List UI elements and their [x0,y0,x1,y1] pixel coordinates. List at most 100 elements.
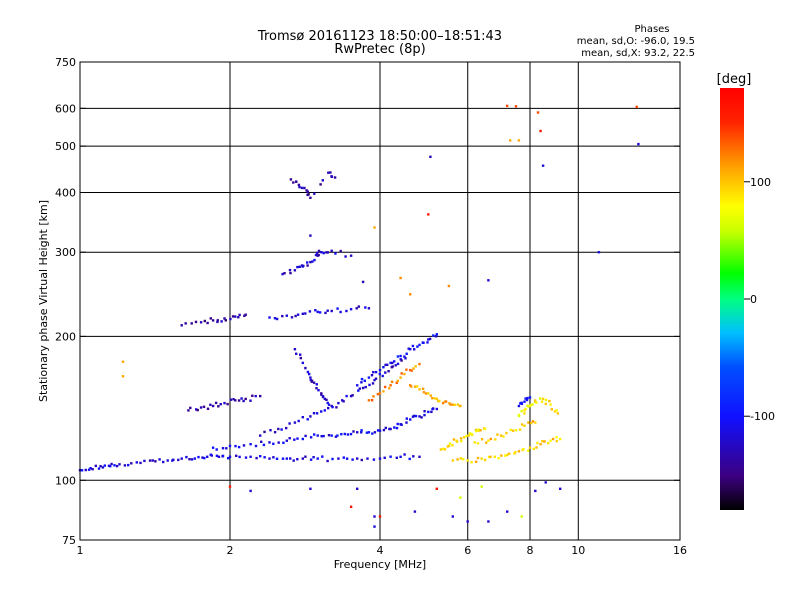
trace-point [339,249,342,253]
trace-point [418,455,421,458]
trace-point [259,455,262,458]
trace-point [434,335,438,338]
trace-point [378,429,382,432]
trace-point [310,380,313,383]
trace-point [127,463,130,467]
trace-point [465,434,468,438]
trace-point [489,437,492,441]
trace-point [487,455,491,459]
trace-point [306,264,309,267]
trace-point [315,383,318,386]
trace-point [259,434,262,437]
trace-point [295,180,298,183]
trace-point [242,444,246,447]
trace-point [395,381,398,384]
trace-point [372,458,376,461]
trace-point [384,363,387,367]
trace-point [422,391,426,394]
trace-point [99,465,102,468]
trace-point [143,459,146,463]
trace-point [308,372,311,376]
trace-point [320,435,323,438]
trace-point [203,319,206,323]
trace-point [399,455,402,458]
y-axis-label: Stationary phase Virtual Height [km] [37,200,50,402]
trace-point [451,459,454,462]
trace-point [443,448,447,451]
trace-point [322,251,325,255]
trace-point [301,361,304,365]
trace-point [237,445,241,449]
echo-point [378,515,382,518]
trace-point [343,432,346,436]
trace-point [524,407,527,411]
trace-point [427,410,430,414]
trace-point [306,418,309,421]
trace-point [91,468,94,471]
trace-point [249,443,252,446]
trace-point [211,319,215,322]
trace-point [345,457,349,460]
trace-point [306,261,309,264]
trace-point [513,452,516,455]
trace-point [309,458,313,461]
trace-point [544,402,547,406]
trace-point [409,348,412,351]
trace-point [227,457,230,460]
trace-point [356,457,359,460]
trace-point [523,409,526,412]
trace-point [288,268,292,272]
trace-point [249,399,252,402]
trace-point [195,408,198,411]
trace-point [408,457,411,461]
trace-point [435,397,438,401]
trace-point [97,467,101,470]
trace-point [337,401,340,405]
trace-point [447,444,451,448]
trace-point [259,394,262,398]
echo-point [509,139,512,142]
trace-point [448,402,451,405]
trace-point [123,464,127,467]
trace-point [285,426,288,430]
trace-point [364,306,367,309]
trace-point [485,441,488,444]
trace-point [405,352,408,355]
trace-point [527,405,530,408]
trace-point [413,348,416,351]
trace-point [215,448,218,451]
x-tick-label: 10 [571,544,585,557]
trace-point [376,429,380,432]
trace-point [211,404,215,408]
x-tick-label: 1 [77,544,84,557]
trace-point [422,341,425,344]
trace-point [330,434,333,437]
trace-point [244,397,247,401]
trace-point [466,459,469,462]
trace-point [334,435,338,438]
trace-point [403,453,406,456]
trace-point [325,398,328,401]
trace-point [373,431,377,434]
trace-point [304,366,307,370]
trace-point [301,437,304,441]
trace-point [299,356,302,360]
y-tick-label: 500 [55,140,76,153]
trace-point [110,462,113,466]
trace-point [341,399,344,402]
trace-point [530,421,533,425]
trace-point [460,439,463,443]
trace-point [493,455,496,458]
trace-point [555,436,558,439]
trace-point [312,456,315,459]
trace-point [330,309,333,313]
trace-point [400,372,403,375]
trace-point [237,399,241,402]
trace-point [293,438,296,441]
trace-point [320,393,323,396]
trace-point [475,429,478,433]
trace-point [416,385,419,388]
trace-point [220,320,223,323]
trace-point [471,433,474,436]
